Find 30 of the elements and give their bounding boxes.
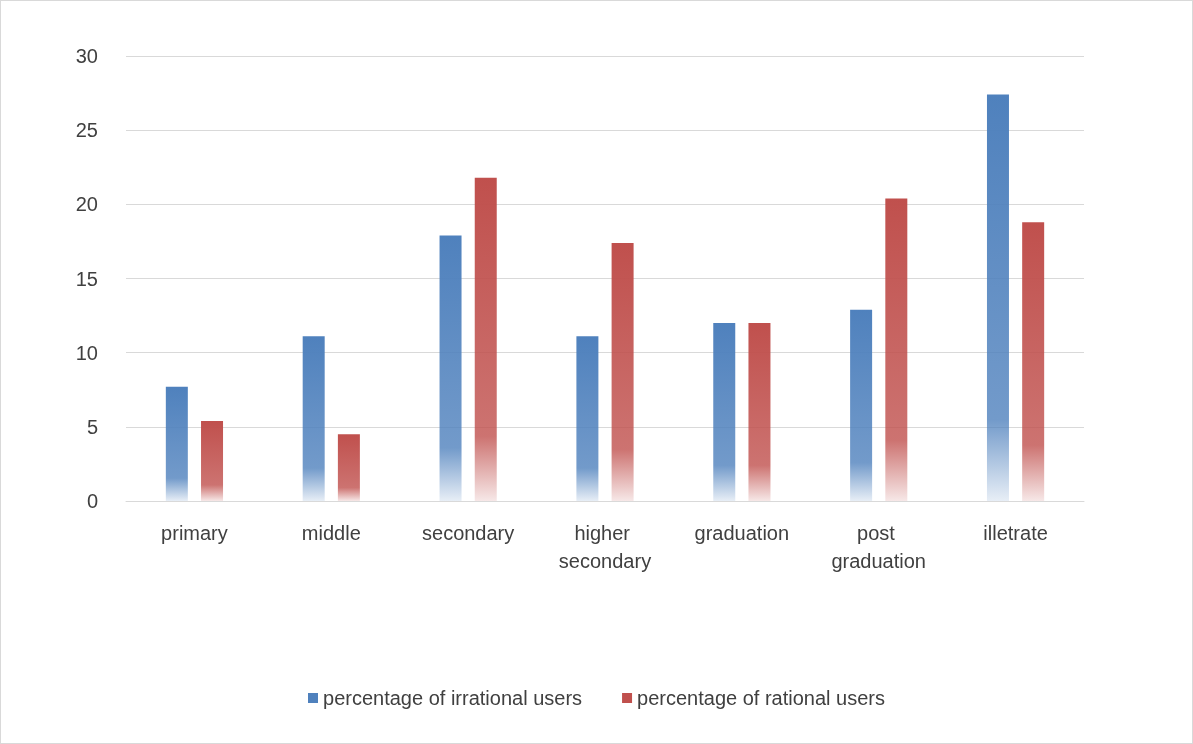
y-tick-label: 15: [75, 267, 98, 290]
y-tick-label: 30: [75, 45, 98, 67]
bar: [201, 420, 224, 501]
bar: [885, 198, 908, 501]
x-tick-label: middle: [301, 522, 361, 544]
bar: [1022, 222, 1045, 501]
bar: [850, 309, 873, 501]
x-tick-label: higher secondary: [558, 522, 652, 572]
y-tick-label: 0: [86, 490, 98, 512]
bar: [165, 386, 188, 501]
y-tick-label: 25: [75, 119, 98, 142]
bar: [611, 242, 634, 501]
x-tick-label: illetrate: [983, 522, 1048, 544]
y-tick-label: 5: [86, 415, 98, 438]
bar: [439, 235, 462, 501]
bar: [302, 336, 325, 501]
legend-label: percentage of irrational users: [323, 687, 583, 709]
x-tick-label: post graduation: [831, 522, 926, 572]
bar: [986, 94, 1009, 501]
y-tick-label: 20: [75, 193, 98, 216]
x-tick-label: graduation: [694, 522, 790, 544]
x-tick-label: secondary: [422, 522, 515, 544]
x-tick-label: primary: [161, 522, 228, 544]
legend-label: percentage of rational users: [637, 687, 885, 709]
bar: [474, 177, 497, 501]
bar: [576, 336, 599, 501]
bar: [748, 323, 771, 501]
bar: [337, 434, 360, 501]
bar: [713, 323, 736, 501]
y-tick-label: 10: [75, 341, 98, 364]
